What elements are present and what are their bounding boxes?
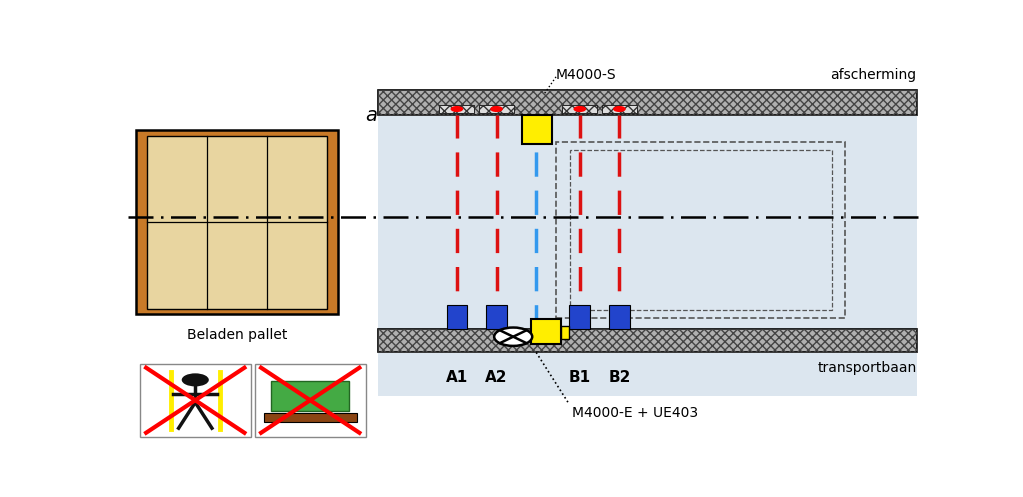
Bar xyxy=(479,105,514,113)
Bar xyxy=(377,330,917,352)
Bar xyxy=(609,305,630,330)
Text: M4000-E + UE403: M4000-E + UE403 xyxy=(572,406,698,420)
Text: Beladen pallet: Beladen pallet xyxy=(187,328,287,342)
Bar xyxy=(264,413,357,422)
Bar xyxy=(570,150,832,310)
Text: transportbaan: transportbaan xyxy=(817,361,917,375)
Bar xyxy=(563,105,597,113)
Text: A2: A2 xyxy=(485,370,507,385)
Bar xyxy=(377,330,917,352)
Bar xyxy=(140,364,251,436)
Bar xyxy=(561,326,569,338)
Bar xyxy=(563,105,597,113)
Circle shape xyxy=(494,328,532,346)
Bar xyxy=(377,90,917,397)
Bar xyxy=(136,130,338,314)
Circle shape xyxy=(613,106,626,112)
Bar xyxy=(440,105,475,113)
Text: B2: B2 xyxy=(609,370,630,385)
Text: afscherming: afscherming xyxy=(831,68,917,82)
Bar xyxy=(522,115,552,144)
Text: a: a xyxy=(365,106,377,125)
Text: M4000-S: M4000-S xyxy=(557,68,617,82)
Bar xyxy=(440,105,475,113)
Bar xyxy=(255,364,366,436)
Bar xyxy=(479,105,514,113)
Circle shape xyxy=(574,106,586,112)
Bar xyxy=(531,319,561,343)
Circle shape xyxy=(182,373,209,387)
Bar xyxy=(147,136,327,309)
Bar xyxy=(377,90,917,115)
Bar xyxy=(557,142,845,318)
Bar xyxy=(602,105,637,113)
Bar xyxy=(377,90,917,115)
Bar xyxy=(486,305,506,330)
Bar xyxy=(271,381,349,411)
Circle shape xyxy=(450,106,463,112)
Bar xyxy=(602,105,637,113)
Circle shape xyxy=(490,106,503,112)
Text: A1: A1 xyxy=(446,370,468,385)
Bar xyxy=(570,305,590,330)
Bar xyxy=(447,305,468,330)
Text: B1: B1 xyxy=(569,370,591,385)
